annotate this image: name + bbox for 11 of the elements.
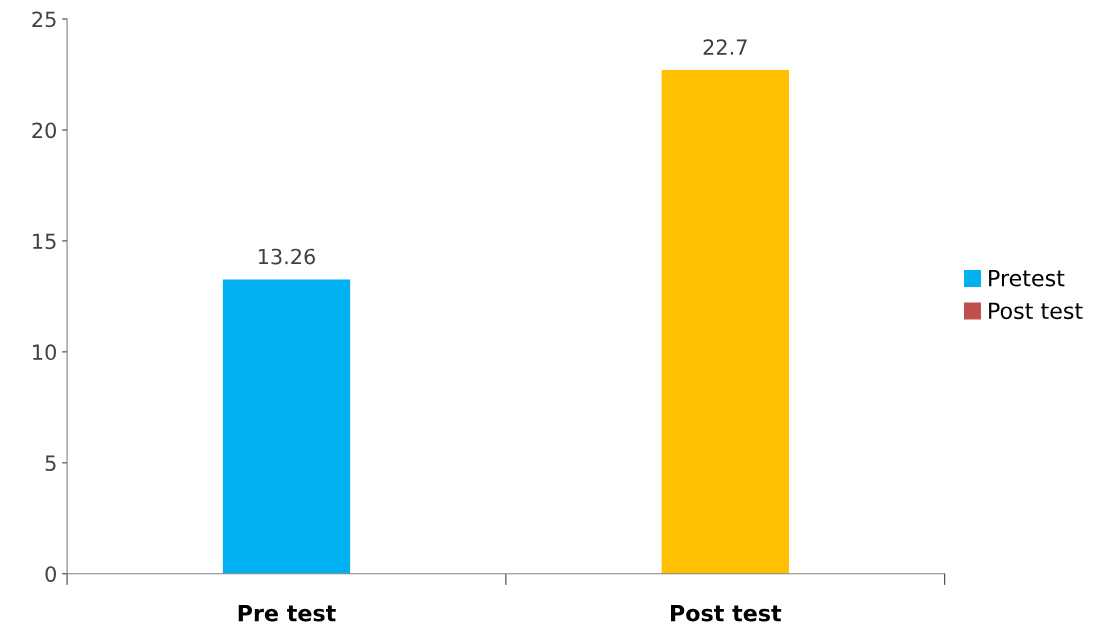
data-label: 13.26 xyxy=(258,248,315,265)
y-tick-label: 20 xyxy=(32,122,56,139)
x-tick-label: Pre test xyxy=(238,605,336,622)
y-tick-label: 25 xyxy=(32,11,56,28)
y-tick-label: 15 xyxy=(33,233,56,250)
y-tick-label: 5 xyxy=(45,455,56,472)
legend-label: Post test xyxy=(989,302,1083,320)
y-tick-label: 10 xyxy=(33,344,56,361)
y-tick-label: 0 xyxy=(45,566,56,582)
legend-label: Pretest xyxy=(989,270,1065,287)
data-label: 22.7 xyxy=(703,39,747,55)
